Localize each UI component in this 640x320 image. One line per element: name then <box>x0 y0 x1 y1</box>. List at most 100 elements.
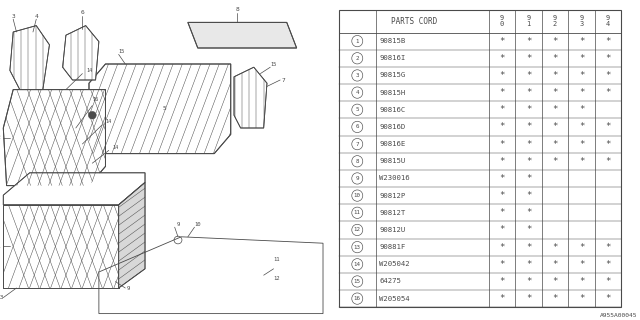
Text: *: * <box>499 226 504 235</box>
Text: *: * <box>499 105 504 114</box>
Text: 90881F: 90881F <box>380 244 406 250</box>
Text: 6: 6 <box>81 10 84 15</box>
Text: *: * <box>605 54 611 63</box>
Polygon shape <box>63 26 99 80</box>
Text: *: * <box>499 277 504 286</box>
Text: *: * <box>579 277 584 286</box>
Text: *: * <box>579 140 584 148</box>
Text: 5: 5 <box>163 106 166 111</box>
Text: *: * <box>525 105 531 114</box>
Text: 9
3: 9 3 <box>579 15 584 27</box>
Polygon shape <box>3 205 118 288</box>
Polygon shape <box>234 67 267 128</box>
Text: *: * <box>525 208 531 217</box>
Text: 90816I: 90816I <box>380 55 406 61</box>
Text: *: * <box>525 260 531 269</box>
Text: *: * <box>552 71 557 80</box>
Text: *: * <box>525 174 531 183</box>
Text: *: * <box>579 243 584 252</box>
Text: *: * <box>525 88 531 97</box>
Text: 15: 15 <box>119 49 125 54</box>
Text: 2: 2 <box>356 56 359 61</box>
Text: *: * <box>605 260 611 269</box>
Text: *: * <box>579 71 584 80</box>
Text: *: * <box>499 123 504 132</box>
Text: *: * <box>605 36 611 45</box>
Text: *: * <box>579 157 584 166</box>
Text: *: * <box>499 36 504 45</box>
Text: *: * <box>499 174 504 183</box>
Text: *: * <box>605 140 611 148</box>
Polygon shape <box>188 22 297 48</box>
Text: 12: 12 <box>274 276 280 281</box>
Text: *: * <box>552 157 557 166</box>
Polygon shape <box>3 173 145 205</box>
Text: *: * <box>499 71 504 80</box>
Text: 6: 6 <box>356 124 359 129</box>
Text: 14: 14 <box>354 262 361 267</box>
Text: *: * <box>525 36 531 45</box>
Text: *: * <box>525 277 531 286</box>
Text: *: * <box>579 36 584 45</box>
Text: *: * <box>552 277 557 286</box>
Text: *: * <box>552 36 557 45</box>
Text: 12: 12 <box>354 228 361 232</box>
Text: *: * <box>605 71 611 80</box>
Text: *: * <box>552 260 557 269</box>
Text: *: * <box>605 157 611 166</box>
Text: W230016: W230016 <box>380 175 410 181</box>
Text: 15: 15 <box>354 279 361 284</box>
Text: 15: 15 <box>271 61 276 67</box>
Text: *: * <box>552 88 557 97</box>
Text: *: * <box>499 54 504 63</box>
Text: *: * <box>579 88 584 97</box>
Text: 7: 7 <box>356 142 359 147</box>
Text: 14: 14 <box>106 119 112 124</box>
Text: W205054: W205054 <box>380 296 410 302</box>
Text: *: * <box>499 243 504 252</box>
Text: 90812T: 90812T <box>380 210 406 216</box>
Text: *: * <box>499 88 504 97</box>
Text: *: * <box>552 243 557 252</box>
Text: 90816E: 90816E <box>380 141 406 147</box>
Polygon shape <box>10 26 49 90</box>
Polygon shape <box>89 64 231 154</box>
Text: 10: 10 <box>195 221 201 227</box>
Text: 90816C: 90816C <box>380 107 406 113</box>
Text: 14: 14 <box>86 68 92 73</box>
Text: 90815G: 90815G <box>380 72 406 78</box>
Text: *: * <box>499 294 504 303</box>
Text: 8: 8 <box>356 159 359 164</box>
Text: *: * <box>525 243 531 252</box>
Text: 90812P: 90812P <box>380 193 406 199</box>
Text: 9
1: 9 1 <box>526 15 531 27</box>
Text: *: * <box>579 260 584 269</box>
Text: *: * <box>552 105 557 114</box>
Text: *: * <box>525 191 531 200</box>
Text: 14: 14 <box>112 145 118 150</box>
Text: 3: 3 <box>356 73 359 78</box>
Text: 90815H: 90815H <box>380 90 406 96</box>
Text: 11: 11 <box>354 210 361 215</box>
Text: 1: 1 <box>356 39 359 44</box>
Text: 11: 11 <box>274 257 280 262</box>
Text: *: * <box>499 157 504 166</box>
Text: 90812U: 90812U <box>380 227 406 233</box>
Text: 64275: 64275 <box>380 278 401 284</box>
Text: 3: 3 <box>12 13 15 19</box>
Text: *: * <box>579 54 584 63</box>
Text: 4: 4 <box>35 13 38 19</box>
Text: *: * <box>579 294 584 303</box>
Text: *: * <box>499 140 504 148</box>
Text: *: * <box>579 123 584 132</box>
Circle shape <box>88 111 96 119</box>
Text: W205042: W205042 <box>380 261 410 267</box>
Text: 5: 5 <box>356 107 359 112</box>
Text: *: * <box>579 105 584 114</box>
Text: *: * <box>525 226 531 235</box>
Text: 4: 4 <box>356 90 359 95</box>
Text: 16: 16 <box>92 97 99 102</box>
Text: *: * <box>499 191 504 200</box>
Text: *: * <box>605 243 611 252</box>
Text: 90815U: 90815U <box>380 158 406 164</box>
